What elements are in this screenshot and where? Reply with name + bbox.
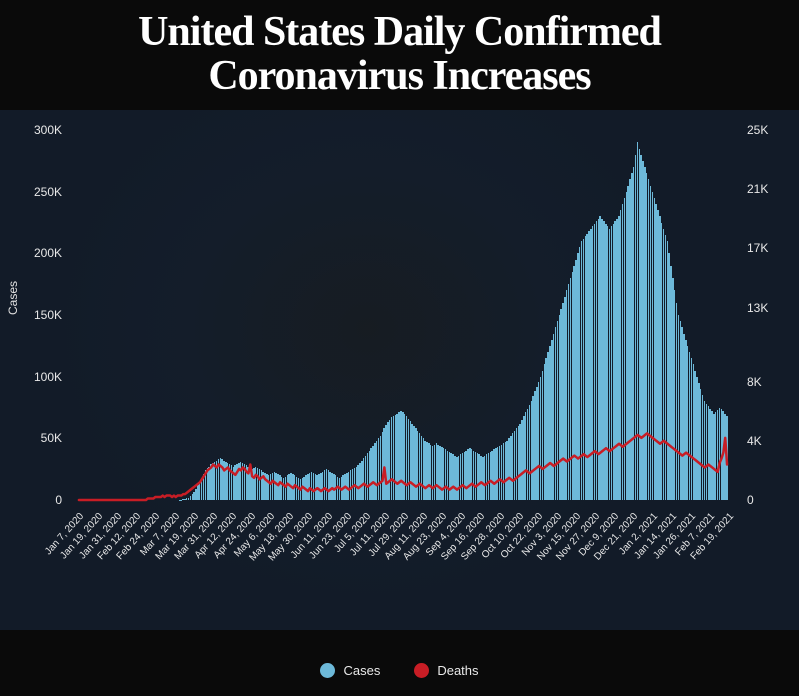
y-left-tick: 100K (0, 370, 70, 384)
x-axis-labels: Jan 7, 2020Jan 19, 2020Jan 31, 2020Feb 1… (78, 505, 728, 605)
deaths-line (78, 130, 728, 500)
legend: Cases Deaths (0, 663, 799, 678)
y-left-axis: 050K100K150K200K250K300K (0, 130, 70, 500)
plot-area (78, 130, 728, 500)
legend-label-cases: Cases (343, 663, 380, 678)
cases-swatch (320, 663, 335, 678)
y-left-tick: 50K (0, 431, 70, 445)
y-right-tick: 21K (739, 182, 799, 196)
y-left-tick: 200K (0, 246, 70, 260)
chart-container: 050K100K150K200K250K300K 04K8K13K17K21K2… (0, 110, 799, 630)
deaths-swatch (414, 663, 429, 678)
y-left-tick: 300K (0, 123, 70, 137)
title-line-1: United States Daily Confirmed (138, 9, 661, 55)
y-right-tick: 0 (739, 493, 799, 507)
y-left-tick: 250K (0, 185, 70, 199)
title-line-2: Coronavirus Increases (208, 53, 590, 99)
left-axis-label: Cases (6, 281, 20, 315)
y-right-tick: 13K (739, 301, 799, 315)
y-right-tick: 8K (739, 375, 799, 389)
legend-label-deaths: Deaths (437, 663, 478, 678)
y-right-axis: 04K8K13K17K21K25K (739, 130, 799, 500)
legend-item-cases: Cases (320, 663, 380, 678)
y-right-tick: 17K (739, 241, 799, 255)
y-right-tick: 25K (739, 123, 799, 137)
y-left-tick: 0 (0, 493, 70, 507)
y-right-tick: 4K (739, 434, 799, 448)
chart-title: United States Daily Confirmed Coronaviru… (0, 0, 799, 104)
legend-item-deaths: Deaths (414, 663, 478, 678)
